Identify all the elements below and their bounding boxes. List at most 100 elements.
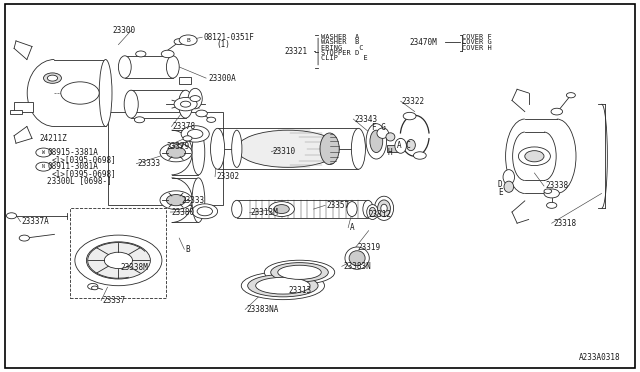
Circle shape [44,73,61,83]
Circle shape [196,110,207,117]
Circle shape [551,108,563,115]
Circle shape [188,129,203,138]
Ellipse shape [351,128,365,169]
Ellipse shape [374,196,394,220]
Text: 23470M: 23470M [410,38,437,47]
Text: 23383NA: 23383NA [246,305,279,314]
Text: N: N [42,164,45,169]
Bar [14,102,33,112]
Text: 23338M: 23338M [120,263,148,272]
Text: 23333: 23333 [181,196,204,205]
Text: 23300: 23300 [112,26,135,35]
Bar [179,77,191,84]
Circle shape [190,96,200,102]
Text: (1): (1) [216,40,230,49]
Text: 23302: 23302 [216,172,239,181]
Bar [10,110,22,114]
Text: 24211Z: 24211Z [40,134,67,143]
Circle shape [566,93,575,98]
Circle shape [518,147,550,166]
Text: 23378: 23378 [173,122,196,131]
Text: 23312: 23312 [369,210,392,219]
Ellipse shape [395,138,406,153]
Circle shape [161,50,174,58]
Ellipse shape [503,170,515,185]
Text: 23313M: 23313M [251,208,278,217]
Text: <1>[0395-0698]: <1>[0395-0698] [51,155,116,164]
Bar [108,112,223,205]
Text: A233A0318: A233A0318 [579,353,621,362]
Text: 23300L [0698-]: 23300L [0698-] [47,176,112,185]
Circle shape [269,202,294,217]
Ellipse shape [192,178,205,222]
Circle shape [86,242,150,279]
Text: 23319: 23319 [357,243,380,251]
Text: B: B [186,245,190,254]
Text: ERING    C: ERING C [321,45,364,51]
Ellipse shape [237,130,339,167]
Circle shape [166,147,186,158]
Text: F G: F G [372,123,387,132]
Ellipse shape [124,90,138,118]
Ellipse shape [504,181,514,192]
Ellipse shape [363,200,373,218]
Ellipse shape [369,207,376,217]
Ellipse shape [118,56,131,78]
Circle shape [19,235,29,241]
Circle shape [207,117,216,122]
Text: B: B [186,38,190,43]
Text: 23343: 23343 [355,115,378,124]
Circle shape [179,35,197,45]
Text: 08911-3081A: 08911-3081A [47,162,98,171]
Text: 23310: 23310 [273,147,296,156]
Circle shape [274,205,289,214]
Text: WASHER  A: WASHER A [321,34,360,40]
Text: A C: A C [397,141,411,150]
Ellipse shape [278,265,321,279]
Circle shape [75,235,162,286]
Circle shape [197,207,212,216]
Text: 23337: 23337 [102,296,125,305]
Circle shape [92,286,98,290]
Ellipse shape [232,200,242,218]
Circle shape [413,152,426,159]
Text: H: H [388,148,392,157]
Ellipse shape [320,133,339,164]
Circle shape [47,75,58,81]
Circle shape [544,189,559,198]
Text: COVER F: COVER F [462,34,492,40]
Ellipse shape [367,205,378,219]
Circle shape [192,204,218,219]
Text: D: D [498,180,502,189]
Ellipse shape [345,247,369,269]
Text: 23338: 23338 [545,182,568,190]
Text: 23321: 23321 [285,47,308,56]
Ellipse shape [264,260,335,284]
Ellipse shape [271,263,328,282]
Circle shape [180,101,191,107]
Text: 23380: 23380 [172,208,195,217]
Ellipse shape [347,202,357,217]
Bar [70,208,166,298]
Text: 23337A: 23337A [22,217,49,226]
Circle shape [174,39,184,45]
Text: 23383N: 23383N [343,262,371,271]
Circle shape [525,151,544,162]
Circle shape [403,112,416,120]
Ellipse shape [211,128,225,169]
Circle shape [174,144,182,149]
Circle shape [166,195,186,206]
Ellipse shape [378,200,390,217]
Text: 08915-3381A: 08915-3381A [47,148,98,157]
Bar [387,145,401,152]
Text: COVER H: COVER H [462,45,492,51]
Ellipse shape [166,56,179,78]
Text: 23313: 23313 [288,286,311,295]
Circle shape [547,202,557,208]
Circle shape [181,126,209,142]
Text: WASHER  B: WASHER B [321,39,360,45]
Text: E: E [498,188,502,197]
Ellipse shape [366,124,387,159]
Circle shape [134,117,145,123]
Ellipse shape [349,251,365,266]
